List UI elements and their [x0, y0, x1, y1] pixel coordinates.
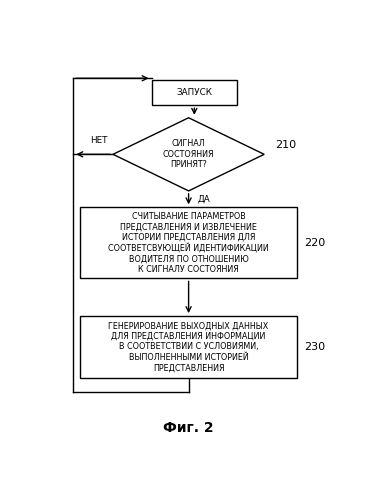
Text: 220: 220: [304, 238, 325, 248]
Text: ДА: ДА: [197, 194, 210, 203]
Text: СИГНАЛ
СОСТОЯНИЯ
ПРИНЯТ?: СИГНАЛ СОСТОЯНИЯ ПРИНЯТ?: [163, 140, 214, 169]
FancyBboxPatch shape: [152, 80, 237, 105]
Text: Фиг. 2: Фиг. 2: [163, 422, 214, 436]
Text: ГЕНЕРИРОВАНИЕ ВЫХОДНЫХ ДАННЫХ
ДЛЯ ПРЕДСТАВЛЕНИЯ ИНФОРМАЦИИ
В СООТВЕТСТВИИ С УСЛО: ГЕНЕРИРОВАНИЕ ВЫХОДНЫХ ДАННЫХ ДЛЯ ПРЕДСТ…: [109, 322, 269, 372]
Text: ЗАПУСК: ЗАПУСК: [176, 88, 212, 97]
Text: НЕТ: НЕТ: [90, 136, 107, 144]
Text: СЧИТЫВАНИЕ ПАРАМЕТРОВ
ПРЕДСТАВЛЕНИЯ И ИЗВЛЕЧЕНИЕ
ИСТОРИИ ПРЕДСТАВЛЕНИЯ ДЛЯ
СООТВ: СЧИТЫВАНИЕ ПАРАМЕТРОВ ПРЕДСТАВЛЕНИЯ И ИЗ…: [108, 212, 269, 274]
Text: 230: 230: [304, 342, 325, 352]
Polygon shape: [113, 118, 264, 191]
FancyBboxPatch shape: [80, 316, 297, 378]
FancyBboxPatch shape: [80, 208, 297, 278]
Text: 210: 210: [276, 140, 297, 149]
